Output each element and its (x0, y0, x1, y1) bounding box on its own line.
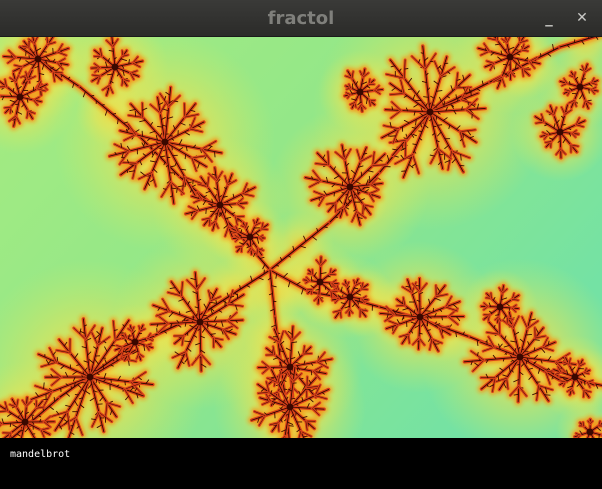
window-title: fractol (267, 8, 335, 29)
filament-layer (0, 37, 602, 438)
minimize-button[interactable]: _ (545, 9, 553, 27)
close-button[interactable]: ✕ (576, 10, 588, 26)
fractal-canvas[interactable] (0, 37, 602, 438)
info-bar: mandelbrot (0, 438, 602, 489)
fractal-image (0, 37, 602, 438)
title-bar[interactable]: fractol _ ✕ (0, 0, 602, 37)
fractal-name-label: mandelbrot (10, 449, 71, 460)
